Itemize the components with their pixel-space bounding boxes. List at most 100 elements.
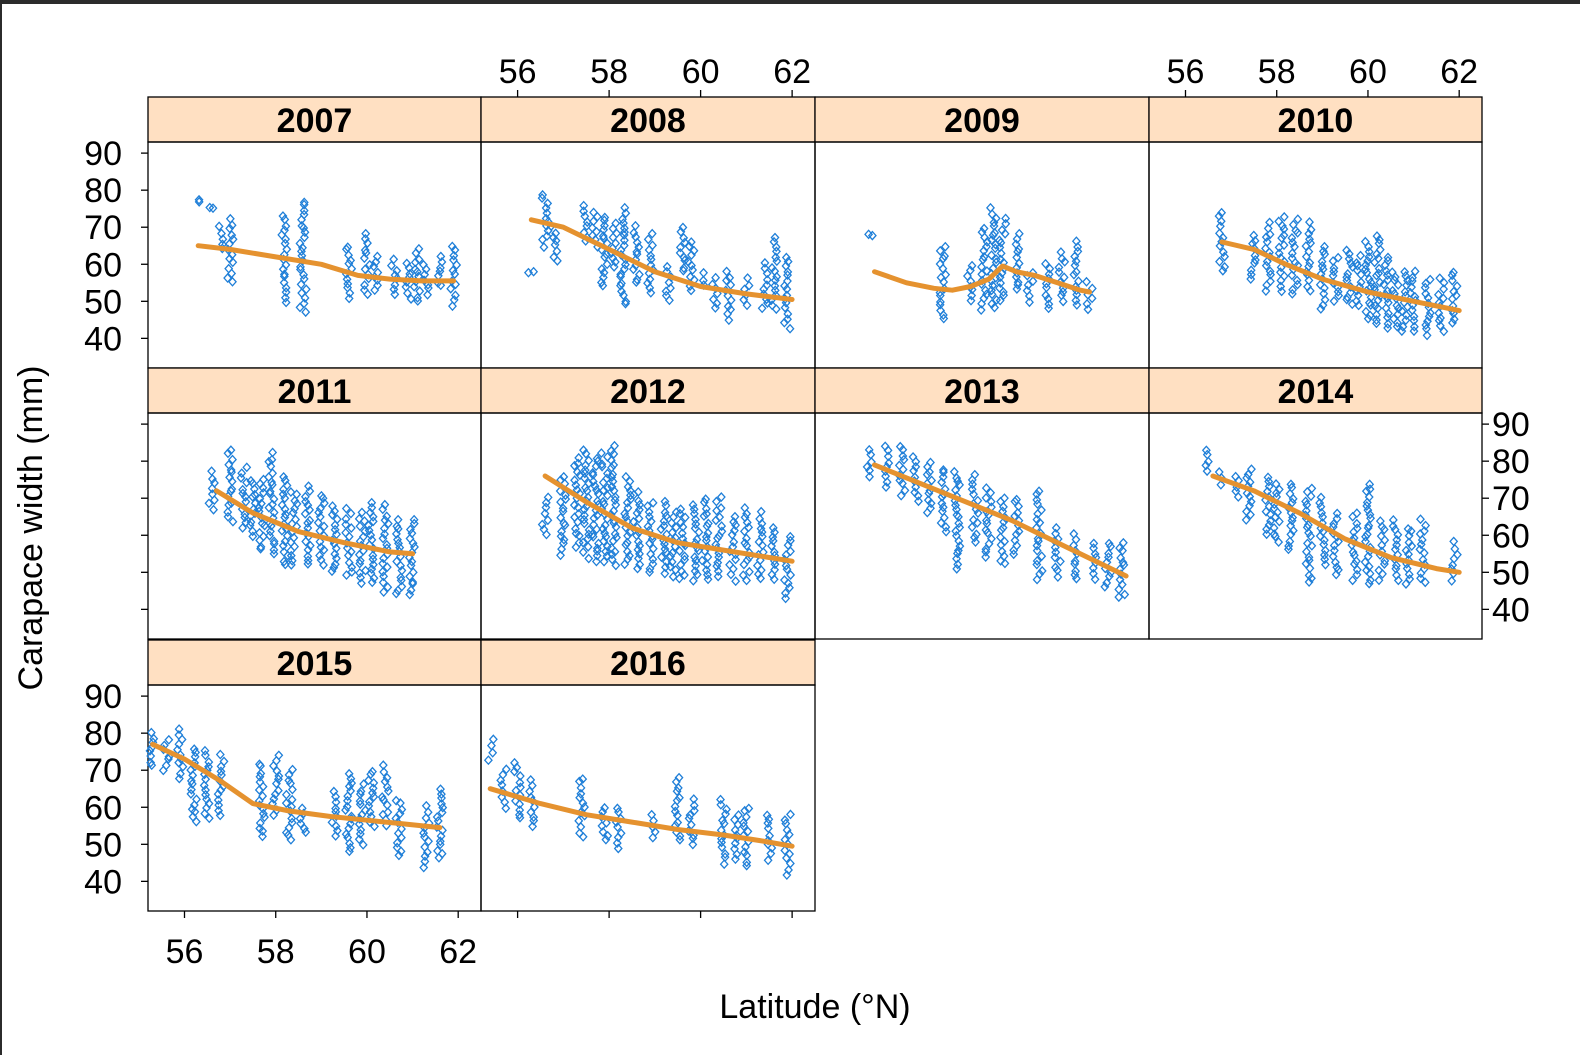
data-point [250,489,260,500]
data-point [895,441,905,452]
data-point [1391,560,1401,571]
data-point [483,755,493,766]
data-point [282,244,292,255]
data-point [281,297,291,308]
data-point [579,510,589,521]
data-point [766,848,776,859]
data-point [1116,552,1126,563]
data-point [380,776,390,787]
data-point [1277,233,1287,244]
data-point [356,786,366,797]
data-point [397,804,407,815]
data-point [354,819,364,830]
data-point [299,197,309,208]
data-point [146,757,156,768]
strip-label-2008: 2008 [610,102,686,140]
data-point [574,509,584,519]
data-point [255,527,264,538]
data-point [1392,540,1402,550]
data-point [383,582,393,593]
data-point [983,527,993,538]
data-point [1262,529,1272,540]
data-point [1089,543,1099,554]
data-point [396,572,406,583]
y-tick-label: 80 [84,715,122,753]
data-point [694,545,703,556]
data-point [1404,537,1414,548]
window-top-border [0,0,1580,4]
data-point [895,475,905,486]
x-tick-label: 56 [166,933,204,971]
data-point [303,555,313,566]
data-point [284,775,294,786]
data-point [281,798,291,809]
data-point [617,286,626,297]
data-point [228,276,237,287]
strip-2016 [480,639,816,686]
data-point [862,461,872,472]
points-2014 [1201,445,1462,589]
data-point [379,523,389,534]
data-point [620,259,630,270]
data-point [600,520,610,531]
data-point [1364,274,1374,285]
data-point [622,537,632,548]
data-point [558,503,568,514]
data-point [406,585,416,596]
data-point [486,740,496,751]
data-point [601,817,611,828]
data-point [315,536,325,547]
data-point [341,503,351,514]
data-point [1069,528,1079,539]
data-point [543,515,553,526]
data-point [1304,228,1314,239]
data-point [1422,330,1432,341]
data-point [760,263,770,274]
data-point [1409,321,1419,332]
data-point [1376,531,1386,542]
data-point [754,536,764,547]
data-point [617,214,627,225]
data-point [1044,303,1054,314]
data-point [914,496,923,507]
data-point [449,255,458,265]
data-point [781,593,791,604]
data-point [762,810,772,821]
data-point [941,269,951,280]
data-point [691,519,701,530]
data-point [418,259,428,270]
data-point [1271,488,1281,499]
data-point [415,286,425,297]
data-point [559,534,569,545]
data-point [347,566,357,577]
data-point [1383,252,1393,263]
data-point [1301,546,1311,557]
data-point [723,301,733,312]
data-point [909,465,919,476]
data-point [227,249,237,260]
data-point [414,243,424,254]
data-point [286,550,296,561]
data-point [634,504,644,515]
data-point [409,514,419,525]
data-point [1320,554,1330,565]
data-point [280,559,290,570]
data-point [1088,568,1098,579]
data-point [621,471,631,482]
data-point [1286,479,1296,490]
data-point [200,750,210,761]
panel-2015: 2015 [145,639,482,912]
data-point [864,444,874,455]
data-point [436,251,446,262]
y-tick-label: 40 [1492,591,1530,629]
data-point [1409,315,1419,326]
data-point [194,194,204,205]
data-point [420,856,430,867]
data-point [680,551,690,562]
data-point [603,482,613,493]
strip-label-2010: 2010 [1278,102,1354,140]
data-point [295,302,305,313]
plot-area-2013 [814,412,1150,640]
data-point [1404,549,1413,560]
data-point [924,488,934,499]
